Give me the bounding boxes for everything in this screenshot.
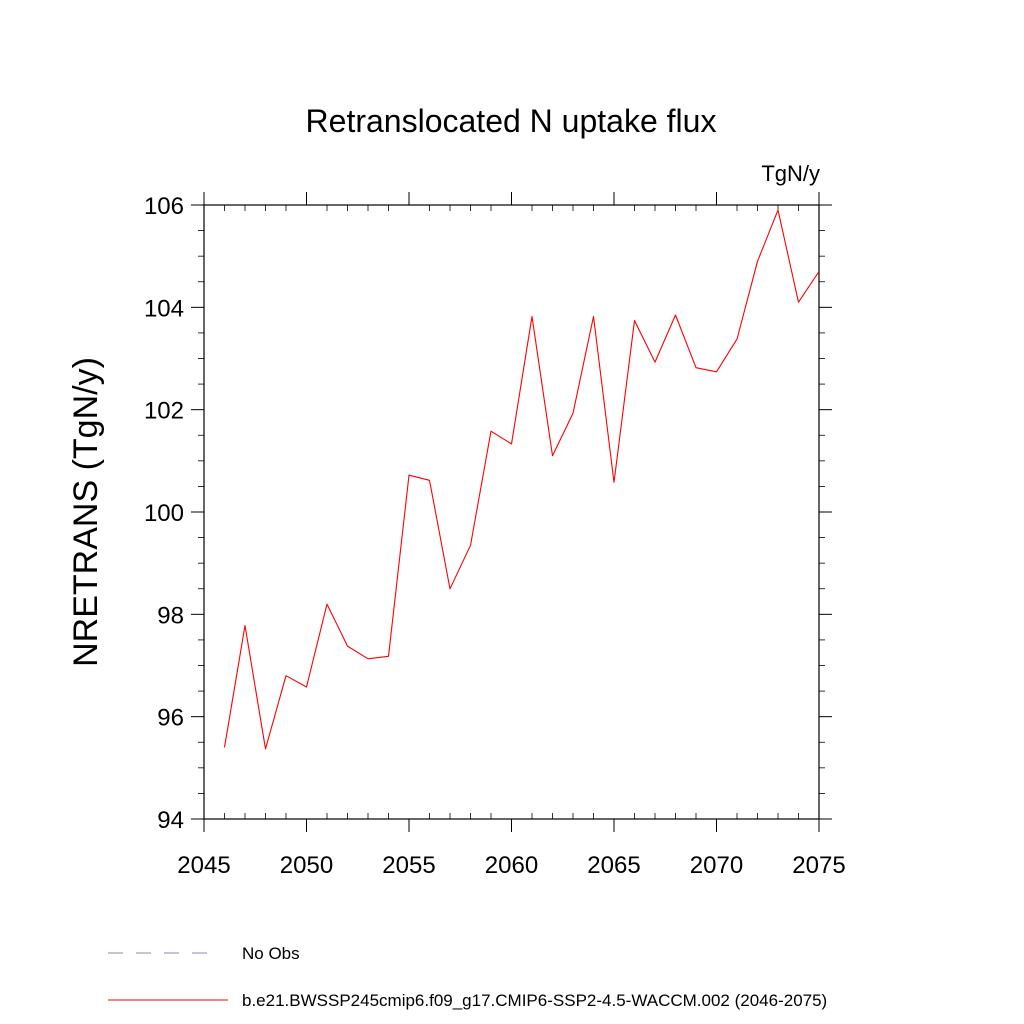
y-tick-label: 100: [144, 500, 184, 527]
y-tick-label: 106: [144, 193, 184, 220]
units-label: TgN/y: [761, 161, 820, 186]
axes: 2045 2050 2055 2060 2065 2070 2075 94 96 98 100 102…: [144, 192, 846, 879]
legend-label: No Obs: [242, 944, 300, 963]
x-tick-label: 2075: [792, 852, 845, 879]
chart-title: Retranslocated N uptake flux: [306, 103, 717, 139]
series-line: [223, 209, 820, 750]
x-tick-label: 2045: [177, 852, 230, 879]
y-tick-label: 104: [144, 295, 184, 322]
y-tick-label: 96: [157, 705, 184, 732]
x-tick-label: 2065: [587, 852, 640, 879]
legend: No Obs b.e21.BWSSP245cmip6.f09_g17.CMIP6-…: [108, 944, 827, 1010]
y-axis-label: NRETRANS (TgN/y): [67, 357, 105, 667]
series-layer: [223, 209, 820, 750]
y-tick-label: 98: [157, 602, 184, 629]
x-tick-label: 2050: [280, 852, 333, 879]
y-tick-label: 102: [144, 398, 184, 425]
y-tick-label: 94: [157, 807, 184, 834]
x-tick-label: 2070: [690, 852, 743, 879]
x-tick-label: 2060: [485, 852, 538, 879]
plot-frame: [203, 204, 820, 820]
x-tick-label: 2055: [382, 852, 435, 879]
legend-label: b.e21.BWSSP245cmip6.f09_g17.CMIP6-SSP2-4…: [242, 991, 827, 1010]
